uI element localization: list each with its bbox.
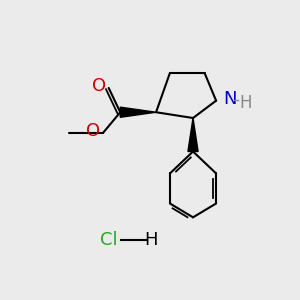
Text: Cl: Cl	[100, 231, 118, 249]
Text: O: O	[86, 122, 100, 140]
Polygon shape	[188, 118, 198, 152]
Text: H: H	[239, 94, 252, 112]
Text: H: H	[145, 231, 158, 249]
Polygon shape	[120, 107, 156, 117]
Text: N: N	[224, 90, 237, 108]
Text: O: O	[92, 77, 106, 95]
